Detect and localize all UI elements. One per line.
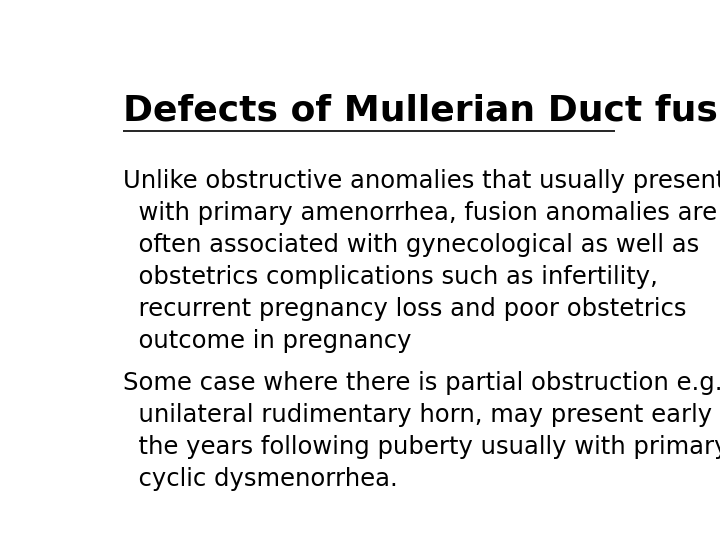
Text: outcome in pregnancy: outcome in pregnancy (124, 329, 412, 353)
Text: often associated with gynecological as well as: often associated with gynecological as w… (124, 233, 700, 257)
Text: Unlike obstructive anomalies that usually presents: Unlike obstructive anomalies that usuall… (124, 168, 720, 193)
Text: Some case where there is partial obstruction e.g. a: Some case where there is partial obstruc… (124, 371, 720, 395)
Text: obstetrics complications such as infertility,: obstetrics complications such as inferti… (124, 265, 658, 289)
Text: recurrent pregnancy loss and poor obstetrics: recurrent pregnancy loss and poor obstet… (124, 297, 687, 321)
Text: with primary amenorrhea, fusion anomalies are: with primary amenorrhea, fusion anomalie… (124, 201, 718, 225)
Text: cyclic dysmenorrhea.: cyclic dysmenorrhea. (124, 467, 398, 491)
Text: Defects of Mullerian Duct fusion:: Defects of Mullerian Duct fusion: (124, 94, 720, 128)
Text: the years following puberty usually with primary: the years following puberty usually with… (124, 435, 720, 460)
Text: unilateral rudimentary horn, may present early in: unilateral rudimentary horn, may present… (124, 403, 720, 427)
